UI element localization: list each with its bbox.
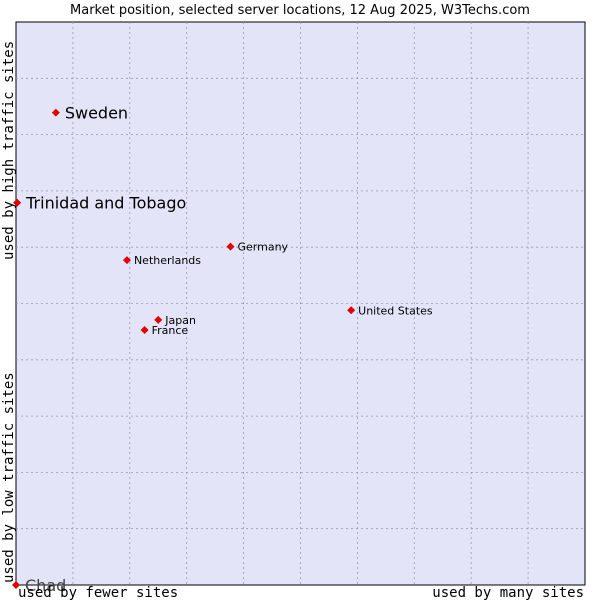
point-marker-trinidad-and-tobago — [13, 198, 22, 207]
point-label-chad: Chad — [25, 576, 66, 595]
point-marker-netherlands — [122, 256, 131, 265]
data-points: Sweden Trinidad and Tobago Germany Netherla… — [12, 104, 433, 595]
point-marker-germany — [226, 242, 235, 251]
point-marker-chad — [12, 581, 20, 589]
point-label-japan: Japan — [164, 314, 196, 327]
grid-lines — [16, 22, 585, 585]
point-label-netherlands: Netherlands — [134, 254, 201, 267]
y-axis-label-top: used by high traffic sites — [1, 41, 17, 260]
point-label-germany: Germany — [238, 241, 289, 254]
point-label-france: France — [152, 324, 189, 337]
point-label-sweden: Sweden — [65, 104, 128, 123]
x-axis-label-left: used by fewer sites — [18, 585, 178, 600]
point-marker-france — [140, 325, 149, 334]
point-marker-japan — [154, 315, 163, 324]
point-label-trinidad-and-tobago: Trinidad and Tobago — [25, 194, 186, 213]
y-axis-label-bottom: used by low traffic sites — [1, 372, 17, 583]
chart-title: Market position, selected server locatio… — [70, 3, 530, 18]
point-label-united-states: United States — [358, 304, 433, 317]
point-marker-united-states — [347, 306, 356, 315]
point-marker-sweden — [51, 108, 60, 117]
x-axis-label-right: used by many sites — [432, 585, 584, 600]
